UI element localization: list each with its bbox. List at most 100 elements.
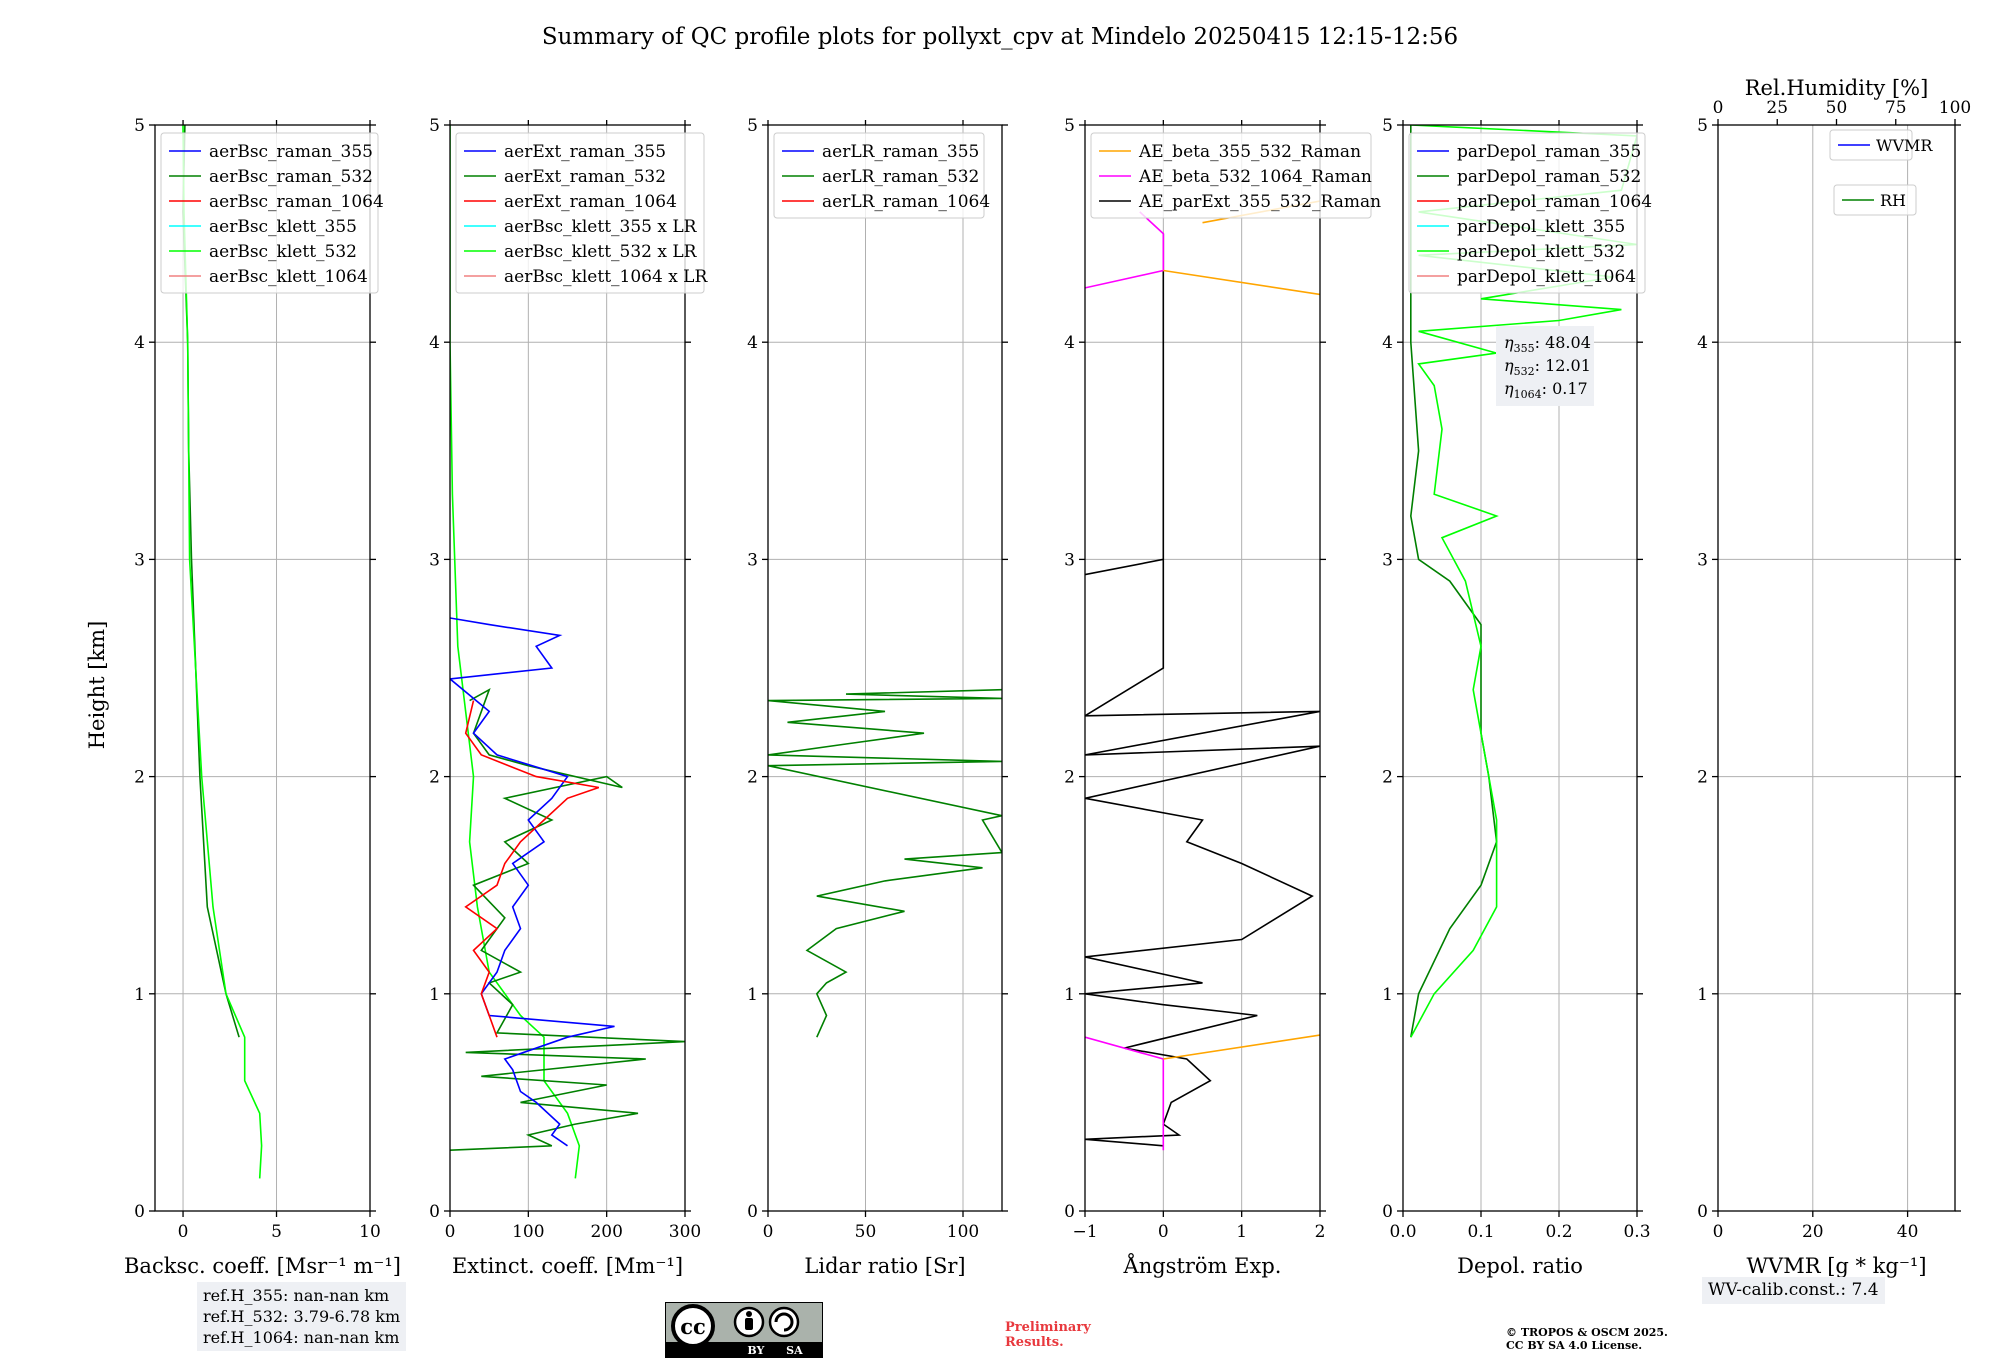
x-tick-label: 0 — [445, 1222, 456, 1242]
eta-subscript: 355 — [1514, 342, 1535, 355]
wv-calibration-box: WV-calib.const.: 7.4 — [1702, 1277, 1885, 1304]
eta-annotation-box — [1496, 326, 1594, 406]
legend-label: aerExt_raman_1064 — [504, 192, 677, 212]
y-tick-label: 4 — [1382, 333, 1393, 353]
x-axis-label: Lidar ratio [Sr] — [804, 1254, 965, 1278]
x-axis-label: Depol. ratio — [1457, 1254, 1583, 1278]
legend-label: aerBsc_raman_1064 — [209, 192, 384, 212]
legend-box — [1090, 132, 1372, 219]
series-line-AE_parExt_355_532_Raman — [1085, 233, 1320, 1147]
top-tick-label: 100 — [1939, 98, 1971, 118]
legend-label: aerBsc_klett_355 — [209, 217, 357, 237]
y-tick-label: 0 — [747, 1202, 758, 1222]
eta-annotation-line: η355: 48.04 — [1504, 333, 1591, 355]
plot-frame — [154, 124, 371, 1212]
y-tick-label: 3 — [1064, 550, 1075, 570]
x-tick-label: 50 — [855, 1222, 877, 1242]
panel-backscatter: 0 5 10 0 1 2 3 4 5 Backsc. coeff. [Msr⁻¹ m⁻¹] aerB… — [124, 116, 401, 1278]
plot-frame — [1717, 124, 1956, 1212]
legend-box — [455, 132, 705, 294]
x-tick-label: 0 — [1713, 1222, 1724, 1242]
eta-subscript: 532 — [1514, 365, 1535, 378]
y-tick-label: 1 — [429, 985, 440, 1005]
cc-logo-glyph: cc — [680, 1314, 706, 1339]
y-axis-label: Height [km] — [85, 621, 109, 750]
eta-symbol: η — [1504, 356, 1514, 375]
y-tick-label: 1 — [134, 985, 145, 1005]
y-tick-label: 2 — [429, 768, 440, 788]
legend-label: aerBsc_klett_355 x LR — [504, 217, 698, 237]
y-tick-label: 0 — [134, 1202, 145, 1222]
series-line-aerExt_raman_355 — [450, 617, 615, 1147]
series-line-aerBsc_klett_532 x LR — [450, 125, 581, 1179]
x-tick-label: 20 — [1802, 1222, 1824, 1242]
x-tick-label: 200 — [590, 1222, 622, 1242]
ref-line-532: ref.H_532: 3.79-6.78 km — [203, 1307, 401, 1326]
preliminary-line-2: Results. — [1005, 1335, 1064, 1350]
panel-depol: 0.0 0.1 0.2 0.3 0 1 2 3 4 5 Depol. ratio parDepol_r… — [1382, 116, 1652, 1278]
legend-label: WVMR — [1876, 136, 1933, 155]
eta-value: : 48.04 — [1535, 333, 1591, 352]
copyright-note: © TROPOS & OSCM 2025. CC BY SA 4.0 Licen… — [1506, 1326, 1668, 1352]
x-tick-label: 0 — [1158, 1222, 1169, 1242]
top-axis-label: Rel.Humidity [%] — [1745, 76, 1929, 100]
y-tick-label: 1 — [1382, 985, 1393, 1005]
figure-title: Summary of QC profile plots for pollyxt_… — [542, 24, 1458, 50]
y-tick-label: 4 — [747, 333, 758, 353]
series-line-aerLR_raman_532 — [768, 688, 1002, 1038]
y-tick-label: 1 — [747, 985, 758, 1005]
top-tick-label: 50 — [1826, 98, 1848, 118]
legend-label: aerBsc_raman_355 — [209, 142, 373, 162]
y-tick-label: 1 — [1697, 985, 1708, 1005]
x-tick-label: 300 — [669, 1222, 701, 1242]
preliminary-line-1: Preliminary — [1005, 1320, 1091, 1335]
legend-box — [160, 132, 379, 294]
y-tick-label: 5 — [429, 116, 440, 136]
legend-label: parDepol_klett_532 — [1457, 242, 1625, 262]
legend-label: AE_beta_355_532_Raman — [1138, 142, 1361, 162]
eta-value: : 0.17 — [1542, 379, 1588, 398]
x-axis-label: Ångström Exp. — [1123, 1253, 1282, 1278]
x-tick-label: 0.0 — [1389, 1222, 1416, 1242]
legend-label: aerBsc_klett_1064 — [209, 267, 368, 287]
y-tick-label: 3 — [1697, 550, 1708, 570]
x-tick-label: 2 — [1315, 1222, 1326, 1242]
legend-label: parDepol_raman_1064 — [1457, 192, 1652, 212]
x-tick-label: 0 — [763, 1222, 774, 1242]
y-tick-label: 4 — [1697, 333, 1708, 353]
panel-wvmr: 0 20 40 0 1 2 3 4 5 WVMR [g * kg⁻¹] 0 25 50 75 100 Rel.… — [1697, 76, 1971, 1278]
legend-label: aerExt_raman_355 — [504, 142, 666, 162]
series-line-aerExt_raman_532 — [450, 687, 685, 1151]
copyright-line-1: © TROPOS & OSCM 2025. — [1506, 1326, 1668, 1339]
y-tick-label: 4 — [429, 333, 440, 353]
legend-label: AE_beta_532_1064_Raman — [1138, 167, 1372, 187]
copyright-line-2: CC BY SA 4.0 License. — [1506, 1339, 1643, 1352]
plot-frame — [449, 124, 686, 1212]
legend-label: aerBsc_klett_532 x LR — [504, 242, 698, 262]
y-tick-label: 5 — [134, 116, 145, 136]
y-tick-label: 3 — [429, 550, 440, 570]
eta-symbol: η — [1504, 379, 1514, 398]
y-tick-label: 5 — [747, 116, 758, 136]
top-tick-label: 0 — [1713, 98, 1724, 118]
top-tick-label: 25 — [1766, 98, 1788, 118]
x-tick-label: 100 — [512, 1222, 544, 1242]
eta-value: : 12.01 — [1535, 356, 1591, 375]
legend-label: aerLR_raman_1064 — [822, 192, 990, 212]
x-tick-label: 10 — [359, 1222, 381, 1242]
y-tick-label: 2 — [1064, 768, 1075, 788]
y-tick-label: 3 — [134, 550, 145, 570]
x-tick-label: 0.3 — [1623, 1222, 1650, 1242]
cc-license-badge: cc BY SA — [665, 1302, 823, 1358]
series-line-aerExt_raman_1064 — [464, 700, 600, 1038]
x-axis-label: Extinct. coeff. [Mm⁻¹] — [452, 1254, 683, 1278]
y-tick-label: 5 — [1382, 116, 1393, 136]
y-tick-label: 2 — [1697, 768, 1708, 788]
preliminary-note: Preliminary Results. — [1005, 1320, 1091, 1350]
reference-height-box: ref.H_355: nan-nan km ref.H_532: 3.79-6.… — [197, 1282, 407, 1351]
legend-label: parDepol_raman_532 — [1457, 167, 1641, 187]
wv-calib-text: WV-calib.const.: 7.4 — [1708, 1280, 1879, 1300]
legend-label: aerBsc_raman_532 — [209, 167, 373, 187]
legend-label: parDepol_raman_355 — [1457, 142, 1641, 162]
